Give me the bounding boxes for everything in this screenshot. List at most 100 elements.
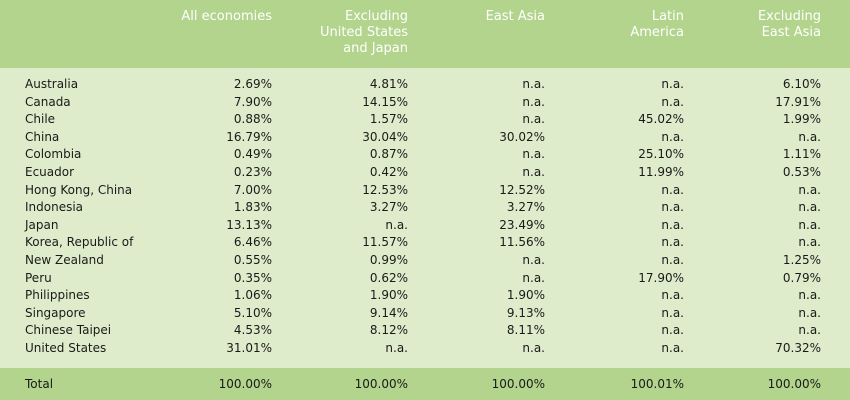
table-cell: 13.13% (226, 217, 272, 232)
row-label: Japan (25, 217, 59, 232)
table-cell: 9.13% (506, 305, 545, 320)
table-cell: n.a. (798, 235, 821, 250)
table-cell: 14.15% (362, 94, 408, 109)
table-cell: 3.27% (506, 200, 545, 215)
row-label: China (25, 129, 60, 144)
table-row: Philippines 1.06% 1.90% 1.90% n.a. n.a. (0, 287, 850, 305)
table-cell: 0.53% (782, 164, 821, 179)
table-cell: 8.11% (506, 323, 545, 338)
table-row: Colombia 0.49% 0.87% n.a. 25.10% 1.11% (0, 146, 850, 164)
table-cell: 0.42% (369, 164, 408, 179)
total-cell: 100.01% (630, 377, 684, 391)
table-cell: n.a. (522, 252, 545, 267)
table-row: Chile 0.88% 1.57% n.a. 45.02% 1.99% (0, 111, 850, 129)
table-cell: 6.10% (782, 77, 821, 91)
table-cell: 12.52% (499, 182, 545, 197)
table-total-row: Total 100.00% 100.00% 100.00% 100.01% 10… (0, 368, 850, 400)
table-cell: 0.62% (369, 270, 408, 285)
table-cell: 0.79% (782, 270, 821, 285)
table-cell: n.a. (798, 200, 821, 215)
table-cell: n.a. (798, 288, 821, 303)
table-cell: n.a. (522, 112, 545, 127)
table-cell: n.a. (522, 340, 545, 355)
table-cell: 1.90% (369, 288, 408, 303)
row-label: Chile (25, 112, 56, 127)
row-label: Hong Kong, China (25, 182, 133, 197)
table-cell: n.a. (661, 77, 684, 91)
table-cell: 4.81% (369, 77, 408, 91)
table-row: Singapore 5.10% 9.14% 9.13% n.a. n.a. (0, 305, 850, 323)
table-row: Ecuador 0.23% 0.42% n.a. 11.99% 0.53% (0, 164, 850, 182)
table-cell: n.a. (661, 129, 684, 144)
table-cell: n.a. (385, 217, 408, 232)
table-cell: 6.46% (233, 235, 272, 250)
table-cell: 70.32% (775, 340, 821, 355)
table-cell: 1.25% (782, 252, 821, 267)
row-label: Chinese Taipei (25, 323, 112, 338)
table-row: Peru 0.35% 0.62% n.a. 17.90% 0.79% (0, 270, 850, 288)
table-cell: 0.99% (369, 252, 408, 267)
row-label: Philippines (25, 288, 90, 303)
table-row: China 16.79% 30.04% 30.02% n.a. n.a. (0, 129, 850, 147)
table-cell: n.a. (798, 129, 821, 144)
table-cell: 7.90% (233, 94, 272, 109)
table-row: United States 31.01% n.a. n.a. n.a. 70.32% (0, 340, 850, 358)
table-cell: 1.11% (782, 147, 821, 162)
table-cell: 0.88% (233, 112, 272, 127)
table-cell: 2.69% (233, 77, 272, 91)
table-cell: 45.02% (638, 112, 684, 127)
table-body: Australia 2.69% 4.81% n.a. n.a. 6.10% Canada 7.… (0, 76, 850, 358)
table-cell: 3.27% (369, 200, 408, 215)
total-cell: 100.00% (354, 377, 408, 391)
table-cell: 4.53% (233, 323, 272, 338)
row-label: Indonesia (25, 200, 84, 215)
table-cell: 31.01% (226, 340, 272, 355)
table-cell: n.a. (661, 235, 684, 250)
table-cell: n.a. (798, 305, 821, 320)
table-cell: 0.23% (233, 164, 272, 179)
table-cell: 0.55% (233, 252, 272, 267)
table-row: Hong Kong, China 7.00% 12.53% 12.52% n.a. n.a… (0, 182, 850, 200)
table-cell: n.a. (661, 288, 684, 303)
table-row: Indonesia 1.83% 3.27% 3.27% n.a. n.a. (0, 199, 850, 217)
table-cell: 0.87% (369, 147, 408, 162)
table-cell: 1.06% (233, 288, 272, 303)
column-header-excluding-east-asia: Excluding East Asia (757, 9, 821, 40)
row-label: Singapore (25, 305, 86, 320)
table-cell: n.a. (661, 252, 684, 267)
table-cell: 7.00% (233, 182, 272, 197)
table-cell: 30.04% (362, 129, 408, 144)
table-cell: n.a. (661, 217, 684, 232)
table-cell: 1.57% (369, 112, 408, 127)
table-cell: 17.91% (775, 94, 821, 109)
table-cell: 8.12% (369, 323, 408, 338)
table-cell: 1.99% (782, 112, 821, 127)
total-cell: 100.00% (767, 377, 821, 391)
table-cell: 1.83% (233, 200, 272, 215)
table-row: Japan 13.13% n.a. 23.49% n.a. n.a. (0, 217, 850, 235)
table-cell: 25.10% (638, 147, 684, 162)
table-cell: n.a. (798, 217, 821, 232)
table-row: Korea, Republic of 6.46% 11.57% 11.56% n.a. n… (0, 234, 850, 252)
table-row: New Zealand 0.55% 0.99% n.a. n.a. 1.25% (0, 252, 850, 270)
table-row: Australia 2.69% 4.81% n.a. n.a. 6.10% (0, 76, 850, 94)
table-row: Chinese Taipei 4.53% 8.12% 8.11% n.a. n.a. (0, 322, 850, 340)
table-cell: 16.79% (226, 129, 272, 144)
row-label: Australia (25, 77, 79, 91)
column-header-latin-america: Latin America (630, 9, 684, 40)
row-label: Ecuador (25, 164, 75, 179)
column-header-east-asia: East Asia (485, 9, 545, 24)
table-cell: 11.99% (638, 164, 684, 179)
table-cell: n.a. (522, 147, 545, 162)
table-cell: n.a. (661, 323, 684, 338)
row-label: Canada (25, 94, 71, 109)
table-cell: 11.57% (362, 235, 408, 250)
table-cell: n.a. (661, 94, 684, 109)
table-cell: 17.90% (638, 270, 684, 285)
row-label: New Zealand (25, 252, 104, 267)
table-cell: n.a. (798, 323, 821, 338)
table-cell: 11.56% (499, 235, 545, 250)
table-cell: 1.90% (506, 288, 545, 303)
row-label: Korea, Republic of (25, 235, 134, 250)
